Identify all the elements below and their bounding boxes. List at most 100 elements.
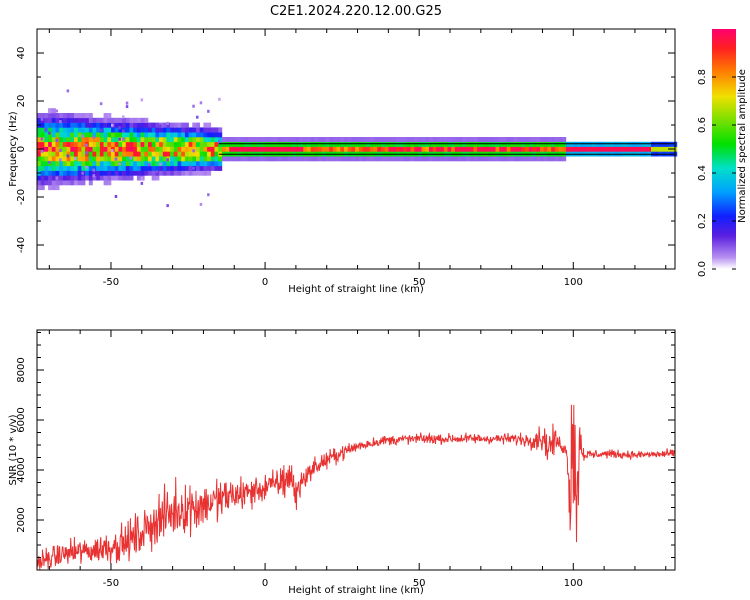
heatmap-cell	[74, 146, 78, 152]
heatmap-cell	[59, 175, 64, 181]
heatmap-cell	[303, 137, 308, 143]
heatmap-cell	[662, 141, 667, 147]
heatmap-cell	[159, 124, 162, 128]
heatmap-cell	[488, 137, 493, 143]
colorbar-label: Normalized spectral amplitude	[737, 69, 748, 223]
heatmap-cell	[151, 137, 156, 143]
heatmap-cell	[66, 161, 71, 167]
heatmap-cell	[410, 146, 415, 152]
heatmap-cell	[177, 151, 182, 157]
heatmap-cell	[144, 151, 149, 157]
heatmap-cell	[114, 127, 119, 133]
heatmap-cell	[621, 146, 626, 152]
heatmap-cell	[125, 141, 130, 147]
heatmap-cell	[103, 170, 108, 176]
heatmap-cell	[148, 137, 152, 143]
heatmap-cell	[229, 156, 234, 162]
heatmap-cell	[111, 161, 115, 167]
heatmap-cell	[210, 165, 215, 171]
heatmap-cell	[140, 127, 145, 133]
heatmap-cell	[48, 185, 53, 191]
heatmap-cell	[665, 141, 670, 147]
heatmap-cell	[166, 146, 171, 152]
heatmap-cell	[155, 146, 160, 152]
heatmap-cell	[236, 141, 241, 147]
heatmap-ytick-label: 40	[16, 47, 27, 60]
heatmap-cell	[351, 141, 356, 147]
heatmap-cell	[129, 170, 134, 176]
heatmap-cell	[62, 132, 67, 138]
heatmap-cell	[59, 165, 64, 171]
heatmap-cell	[551, 141, 556, 147]
heatmap-cell	[107, 113, 112, 119]
heatmap-cell	[107, 127, 112, 133]
heatmap-cell	[321, 141, 326, 147]
heatmap-cell	[37, 137, 41, 143]
heatmap-cell	[92, 161, 97, 167]
heatmap-cell	[55, 113, 60, 119]
heatmap-cell	[203, 146, 208, 152]
heatmap-cell	[344, 141, 348, 147]
heatmap-cell	[469, 156, 474, 162]
heatmap-cell	[314, 156, 319, 162]
heatmap-cell	[70, 175, 75, 181]
heatmap-cell	[99, 156, 104, 162]
heatmap-cell	[332, 137, 337, 143]
heatmap-cell	[70, 141, 75, 147]
heatmap-cell	[140, 156, 145, 162]
heatmap-cell	[81, 117, 86, 123]
heatmap-cell	[111, 151, 115, 157]
heatmap-cell	[48, 122, 53, 128]
heatmap-cell	[162, 161, 167, 167]
heatmap-cell	[173, 165, 178, 171]
heatmap-cell	[129, 175, 134, 181]
heatmap-cell	[44, 151, 49, 157]
heatmap-cell	[62, 127, 67, 133]
heatmap-cell	[221, 141, 226, 147]
heatmap-cell	[129, 127, 134, 133]
heatmap-cell	[74, 157, 77, 161]
heatmap-cell	[614, 141, 618, 147]
heatmap-cell	[532, 141, 537, 147]
heatmap-cell	[77, 161, 82, 167]
heatmap-cell	[192, 127, 197, 133]
heatmap-cell	[144, 156, 149, 162]
heatmap-cell	[92, 135, 95, 139]
heatmap-cell	[503, 137, 507, 143]
heatmap-cell	[40, 117, 44, 121]
heatmap-cell	[440, 156, 445, 162]
heatmap-cell	[214, 156, 219, 162]
snr-ytick-label: 2000	[16, 507, 27, 532]
heatmap-cell	[203, 165, 208, 171]
heatmap-cell	[37, 151, 41, 157]
heatmap-cell	[77, 170, 82, 176]
heatmap-cell	[251, 156, 256, 162]
heatmap-cell	[107, 117, 112, 123]
heatmap-ytick-label: 20	[16, 95, 27, 108]
heatmap-cell	[155, 122, 160, 128]
heatmap-cell	[218, 137, 223, 143]
heatmap-cell	[166, 151, 171, 157]
heatmap-cell	[44, 141, 49, 147]
heatmap-cell	[214, 151, 219, 157]
colorbar-tick-label: 0.6	[697, 117, 708, 133]
heatmap-cell	[532, 137, 537, 143]
colorbar: 0.0 0.2 0.4 0.6 0.8 Normalized spectral ampli…	[697, 29, 748, 277]
heatmap-cell	[114, 170, 119, 176]
heatmap-cell	[418, 141, 422, 147]
heatmap-ytick-label: -40	[16, 237, 27, 253]
heatmap-cell	[177, 122, 182, 128]
heatmap-cell	[166, 121, 169, 125]
heatmap-cell	[414, 146, 419, 152]
heatmap-cell	[111, 165, 115, 171]
heatmap-cell	[166, 165, 171, 171]
heatmap-cell	[55, 185, 60, 191]
heatmap-cell	[451, 141, 456, 147]
heatmap-cell	[136, 132, 141, 138]
heatmap-cell	[99, 175, 104, 181]
heatmap-cell	[584, 146, 589, 152]
heatmap-cell	[144, 137, 149, 143]
heatmap-cell	[184, 132, 189, 138]
heatmap-cell	[88, 137, 93, 143]
heatmap-cell	[151, 161, 156, 167]
